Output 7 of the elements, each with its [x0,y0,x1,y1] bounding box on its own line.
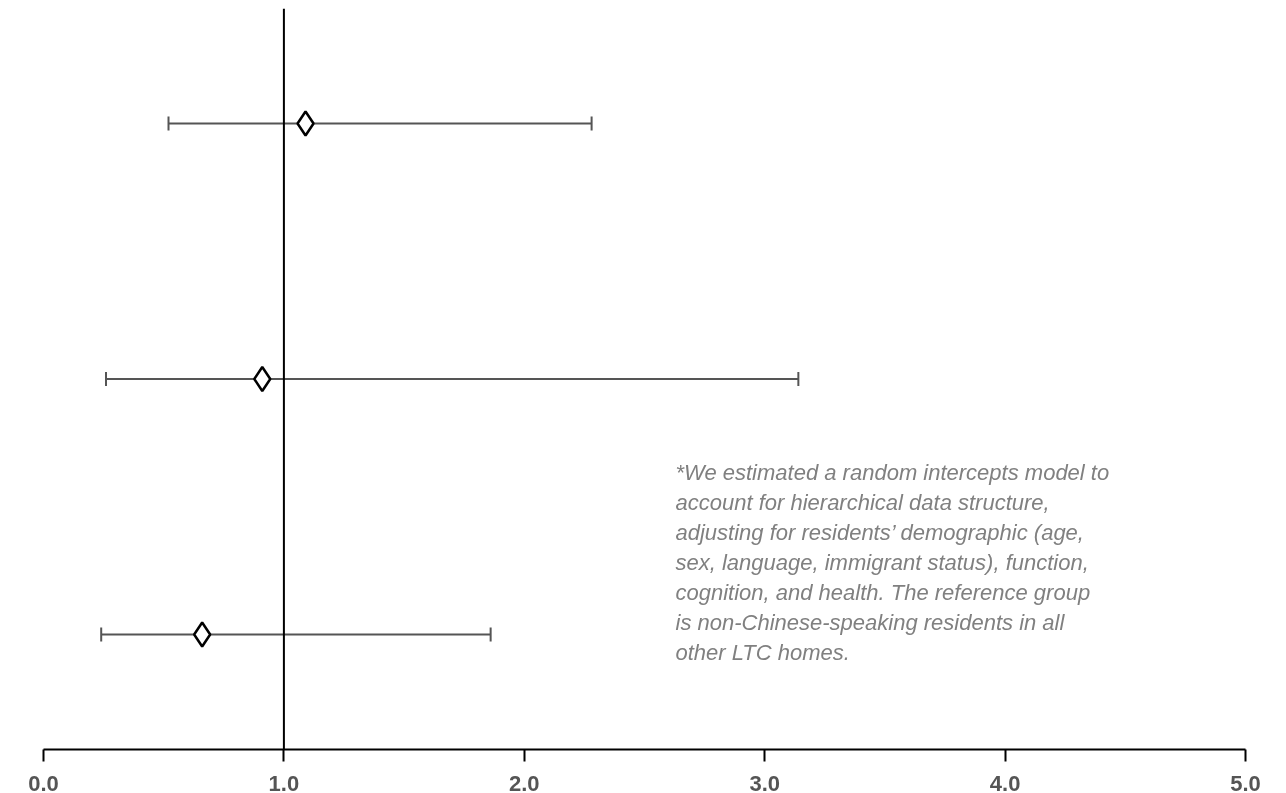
x-tick-label: 2.0 [509,770,540,793]
x-tick-label: 1.0 [268,770,300,793]
x-tick-label: 3.0 [749,770,780,793]
x-tick-label: 5.0 [1230,770,1261,793]
x-tick-label: 4.0 [989,770,1021,793]
x-tick-label: 0.0 [28,770,59,793]
annotation: *We estimated a random intercepts model to account for hierarchical data structure, adjusting for residents’ demographic (age, sex, language, immigrant status), function, cognition, and health. The reference group is non-Chinese-speaking residents in all other LTC homes. [675,459,1110,665]
